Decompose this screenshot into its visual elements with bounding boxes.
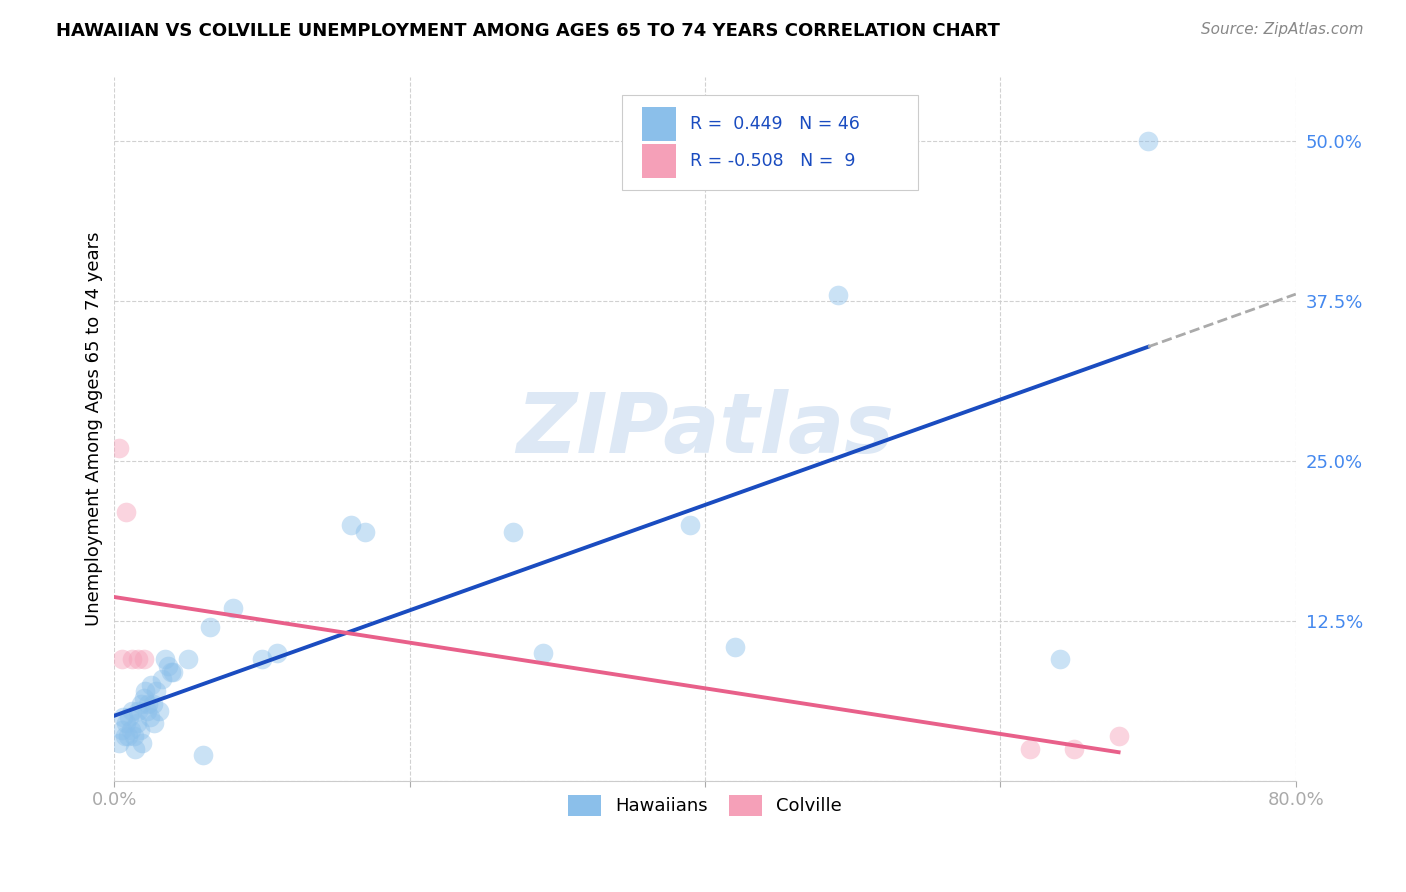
Point [122, 729, 145, 743]
Point [131, 736, 153, 750]
Point [1137, 135, 1160, 149]
FancyBboxPatch shape [643, 145, 675, 178]
Point [156, 658, 179, 673]
Point [134, 684, 156, 698]
Point [150, 672, 173, 686]
Point [148, 704, 170, 718]
FancyBboxPatch shape [643, 107, 675, 141]
Text: R = -0.508   N =  9: R = -0.508 N = 9 [690, 153, 855, 170]
Point [141, 678, 163, 692]
Point [354, 524, 377, 539]
Point [111, 652, 134, 666]
Point [127, 652, 149, 666]
Point [124, 742, 146, 756]
Point [200, 620, 222, 634]
Text: R =  0.449   N = 46: R = 0.449 N = 46 [690, 115, 859, 133]
Point [118, 710, 141, 724]
Point [108, 442, 131, 456]
Point [114, 729, 136, 743]
Point [125, 716, 148, 731]
Point [502, 524, 524, 539]
Point [1063, 742, 1085, 756]
Y-axis label: Unemployment Among Ages 65 to 74 years: Unemployment Among Ages 65 to 74 years [86, 232, 103, 626]
Point [1108, 729, 1130, 743]
Point [145, 684, 167, 698]
Point [679, 518, 702, 533]
Point [143, 716, 166, 731]
Point [142, 698, 165, 712]
Point [1049, 652, 1071, 666]
Point [531, 646, 554, 660]
FancyBboxPatch shape [623, 95, 918, 190]
Point [115, 716, 138, 731]
Point [221, 601, 243, 615]
Point [132, 690, 155, 705]
Point [250, 652, 273, 666]
Text: ZIPatlas: ZIPatlas [516, 389, 894, 470]
Point [127, 704, 149, 718]
Point [111, 723, 134, 737]
Point [266, 646, 288, 660]
Point [132, 652, 155, 666]
Point [135, 704, 157, 718]
Point [723, 640, 745, 654]
Point [339, 518, 361, 533]
Point [112, 710, 135, 724]
Point [120, 723, 142, 737]
Point [115, 505, 138, 519]
Point [177, 652, 200, 666]
Point [138, 698, 160, 712]
Point [121, 652, 143, 666]
Point [108, 736, 131, 750]
Point [191, 748, 214, 763]
Point [139, 710, 162, 724]
Text: HAWAIIAN VS COLVILLE UNEMPLOYMENT AMONG AGES 65 TO 74 YEARS CORRELATION CHART: HAWAIIAN VS COLVILLE UNEMPLOYMENT AMONG … [56, 22, 1000, 40]
Point [121, 704, 143, 718]
Point [1019, 742, 1042, 756]
Point [117, 729, 139, 743]
Point [128, 723, 150, 737]
Point [153, 652, 176, 666]
Point [159, 665, 181, 680]
Point [129, 698, 152, 712]
Text: Source: ZipAtlas.com: Source: ZipAtlas.com [1201, 22, 1364, 37]
Point [827, 288, 849, 302]
Legend: Hawaiians, Colville: Hawaiians, Colville [560, 786, 851, 825]
Point [162, 665, 184, 680]
